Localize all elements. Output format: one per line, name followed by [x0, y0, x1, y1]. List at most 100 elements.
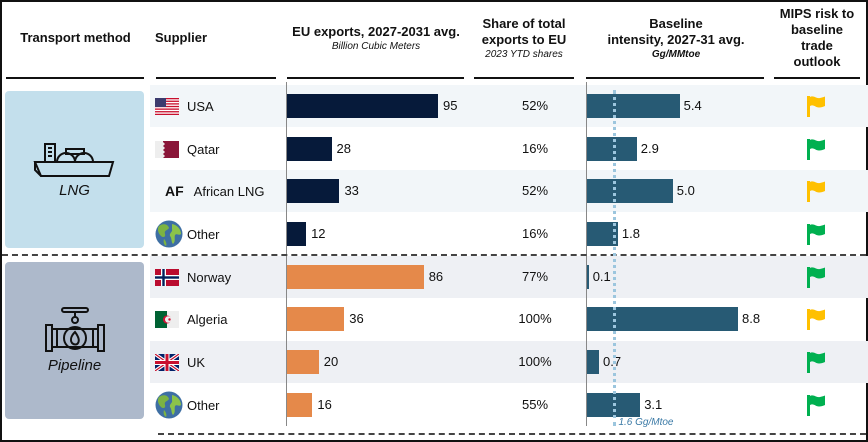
intensity-value-label: 3.1 [644, 397, 663, 412]
intensity-bar [587, 265, 589, 289]
lng-ship-icon [32, 143, 114, 177]
intensity-bar [587, 94, 680, 118]
intensity-bar [587, 137, 637, 161]
intensity-bar [587, 350, 599, 374]
share-value: 16% [521, 226, 549, 241]
yellow-flag-icon [807, 308, 825, 330]
exports-value-label: 20 [323, 354, 339, 369]
supplier-name: African LNG [193, 183, 265, 199]
norway-flag-icon [155, 268, 179, 286]
intensity-value-label: 8.8 [742, 311, 761, 326]
exports-bar [287, 94, 438, 118]
exports-bar [287, 222, 307, 246]
group-pipeline-label: Pipeline [47, 357, 102, 374]
supplier-cell: Other [155, 384, 220, 426]
intensity-bar [587, 222, 618, 246]
header-rule [156, 77, 276, 79]
reference-line [613, 90, 617, 426]
header-risk-line-1: MIPS risk to [779, 6, 855, 21]
supplier-name: USA [187, 98, 214, 114]
header-share: Share of total exports to EU 2023 YTD sh… [474, 0, 574, 76]
header-intensity: Baseline intensity, 2027-31 avg. Gg/MMto… [586, 0, 766, 76]
header-risk-line-4: outlook [793, 54, 841, 69]
intensity-value-label: 0.7 [603, 354, 622, 369]
share-value: 100% [518, 311, 552, 326]
exports-bar [287, 393, 313, 417]
header-transport-label: Transport method [20, 30, 131, 45]
header-share-subtitle: 2023 YTD shares [485, 48, 563, 60]
supplier-name: UK [187, 354, 206, 370]
globe-icon [155, 220, 183, 248]
uk-flag-icon [154, 352, 180, 372]
pipeline-valve-icon [44, 307, 105, 352]
intensity-bar [587, 179, 673, 203]
group-lng: LNG [5, 91, 144, 248]
intensity-value-label: 1.8 [621, 226, 640, 241]
green-flag-icon [807, 138, 825, 160]
header-supplier-label: Supplier [155, 30, 208, 45]
exports-bar [287, 307, 345, 331]
row-band [150, 256, 868, 298]
group-pipeline: Pipeline [5, 262, 144, 419]
intensity-value-label: 5.0 [676, 183, 695, 198]
exports-value-label: 28 [336, 141, 351, 156]
header-rule [287, 77, 464, 79]
globe-icon [155, 391, 183, 419]
header-intensity-title-2: intensity, 2027-31 avg. [607, 31, 745, 47]
row-band [150, 341, 868, 383]
share-value: 55% [521, 397, 549, 412]
intensity-value-label: 5.4 [683, 98, 702, 113]
supplier-cell: UK [154, 341, 206, 383]
share-value: 77% [521, 269, 549, 284]
yellow-flag-icon [807, 95, 825, 117]
header-share-title-1: Share of total [482, 15, 566, 31]
exports-bar [287, 179, 340, 203]
supplier-cell: Qatar [155, 128, 220, 170]
supplier-name: Norway [187, 269, 232, 285]
green-flag-icon [807, 394, 825, 416]
supplier-cell: USA [155, 85, 214, 127]
header-exports-subtitle: Billion Cubic Meters [331, 40, 421, 52]
exports-bar [287, 137, 332, 161]
supplier-cell: Norway [155, 256, 231, 298]
exports-bar [287, 265, 424, 289]
intensity-bar [587, 307, 738, 331]
row-band [150, 170, 868, 212]
header-intensity-title-1: Baseline [649, 15, 703, 31]
exports-value-label: 86 [428, 269, 444, 284]
intensity-value-label: 0.1 [592, 269, 611, 284]
green-flag-icon [807, 266, 825, 288]
green-flag-icon [807, 351, 825, 373]
header-exports: EU exports, 2027-2031 avg. Billion Cubic… [286, 0, 466, 76]
reference-line-label: 1.6 Gg/Mtoe [618, 417, 674, 428]
green-flag-icon [807, 223, 825, 245]
exports-value-label: 16 [317, 397, 332, 412]
group-separator [2, 254, 866, 256]
header-share-title-2: exports to EU [481, 31, 567, 47]
exports-value-label: 95 [443, 98, 458, 113]
header-rule [6, 77, 144, 79]
header-intensity-subtitle: Gg/MMtoe [651, 48, 701, 60]
share-value: 16% [521, 141, 549, 156]
supplier-cell: Algeria [155, 298, 227, 340]
supplier-name: Other [187, 397, 220, 413]
yellow-flag-icon [807, 180, 825, 202]
share-value: 52% [521, 183, 549, 198]
header-transport: Transport method [8, 0, 143, 76]
qatar-flag-icon [155, 140, 179, 158]
exports-bar [287, 350, 319, 374]
algeria-flag-icon [155, 310, 179, 328]
intensity-value-label: 2.9 [640, 141, 659, 156]
supplier-name: Qatar [187, 141, 220, 157]
bottom-separator [158, 433, 866, 435]
header-rule [774, 77, 860, 79]
african-lng-abbrev-icon: AF [165, 183, 184, 199]
exports-value-label: 36 [349, 311, 364, 326]
supplier-cell: Other [155, 213, 220, 255]
group-lng-label: LNG [59, 182, 90, 199]
share-value: 100% [518, 354, 552, 369]
supplier-name: Other [187, 226, 220, 242]
row-band [150, 85, 868, 127]
header-exports-title: EU exports, 2027-2031 avg. [292, 23, 460, 39]
